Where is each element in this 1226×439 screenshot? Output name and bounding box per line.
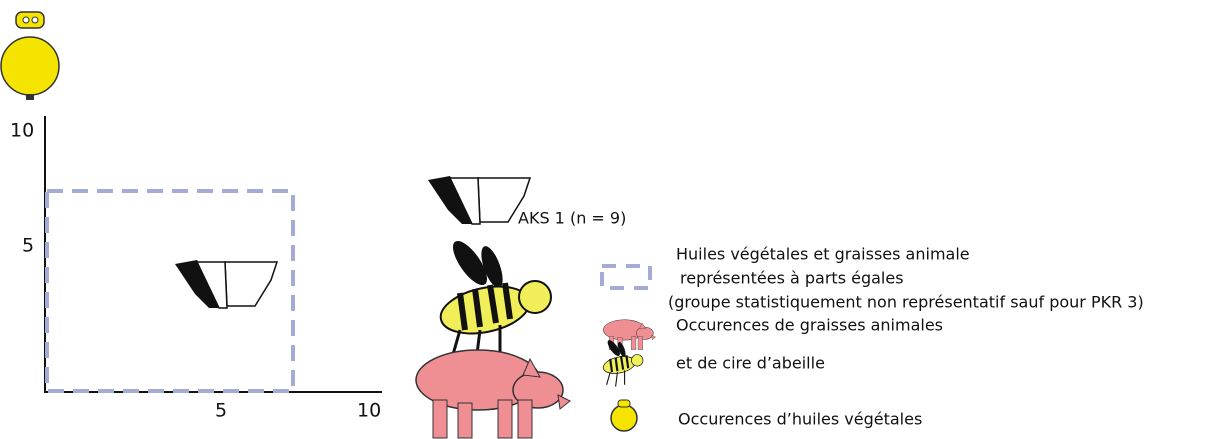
legend-text: Occurences d’huiles végétales [678,410,922,429]
pot-icon [174,259,278,309]
legend-jar [610,404,638,432]
y-tick-label: 5 [22,235,34,257]
oil-jar-icon [0,11,60,100]
y-tick-label: 10 [10,120,34,142]
x-tick-label: 5 [215,400,227,422]
x-tick-label: 10 [357,400,381,422]
legend-text: (groupe statistiquement non représentati… [668,293,1144,312]
legend-jar-lug [617,399,631,408]
pot-icon [427,175,531,225]
legend-text: Occurences de graisses animales [676,316,943,335]
legend-dashed [600,264,652,290]
legend-text: représentées à parts égales [680,269,904,288]
bee-icon [436,236,551,370]
legend-text: et de cire d’abeille [676,354,825,373]
pig-icon [415,349,571,439]
sample-label: AKS 1 (n = 9) [518,209,626,228]
legend-bee [600,337,645,388]
legend-text: Huiles végétales et graisses animale [676,245,970,264]
